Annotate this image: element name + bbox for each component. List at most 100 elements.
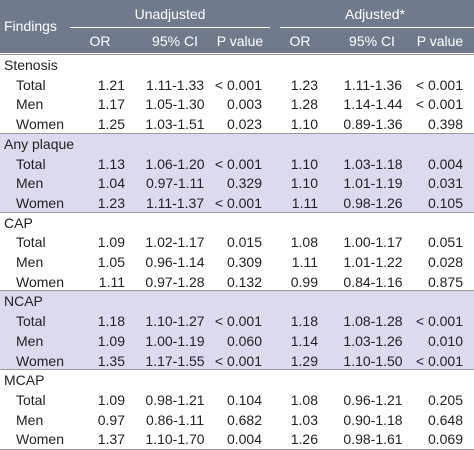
cell: 1.09 xyxy=(97,391,125,408)
cell: < 0.001 xyxy=(214,352,262,369)
cell: 1.10-1.27 xyxy=(145,313,205,330)
cell: 1.09 xyxy=(97,234,125,251)
cell: 1.03-1.18 xyxy=(343,155,403,172)
cell: 0.105 xyxy=(427,194,463,211)
section-title: NCAP xyxy=(4,293,43,310)
cell: 0.97-1.28 xyxy=(145,273,205,290)
cell: 1.23 xyxy=(290,76,318,93)
cell: < 0.001 xyxy=(214,76,262,93)
row-label: Men xyxy=(16,411,44,428)
column-header: 95% CI xyxy=(152,33,198,49)
cell: 1.21 xyxy=(97,76,125,93)
cell: 0.98-1.21 xyxy=(145,391,205,408)
row-label: Women xyxy=(16,273,64,290)
cell: < 0.001 xyxy=(214,155,262,172)
row-label: Men xyxy=(16,96,44,113)
group-label: Unadjusted xyxy=(134,6,206,22)
cell: 1.10 xyxy=(290,175,318,192)
section-rule xyxy=(0,369,474,371)
cell: 0.84-1.16 xyxy=(343,273,403,290)
cell: 1.03-1.26 xyxy=(343,332,403,349)
section-title: CAP xyxy=(4,214,33,231)
cell: 1.05-1.30 xyxy=(145,96,205,113)
row-label: Women xyxy=(16,431,64,448)
cell: 1.01-1.22 xyxy=(343,254,403,270)
cell: 0.329 xyxy=(226,175,262,192)
cell: 0.96-1.21 xyxy=(343,391,403,408)
cell: 0.90-1.18 xyxy=(343,411,403,428)
cell: 1.11-1.36 xyxy=(343,76,403,93)
section-rule xyxy=(0,211,474,213)
cell: 1.00-1.19 xyxy=(145,332,205,349)
cell: 1.00-1.17 xyxy=(343,234,403,251)
cell: 0.682 xyxy=(226,411,262,428)
cell: 0.98-1.61 xyxy=(343,431,403,448)
cell: 1.01-1.19 xyxy=(343,175,403,192)
cell: 1.37 xyxy=(97,431,125,448)
row-label: Men xyxy=(16,175,44,192)
cell: 1.06-1.20 xyxy=(145,155,205,172)
cell: 1.18 xyxy=(290,313,318,330)
row-label: Men xyxy=(16,332,44,349)
cell: 1.28 xyxy=(290,96,318,113)
row-label: Men xyxy=(16,254,44,270)
cell: < 0.001 xyxy=(214,194,262,211)
cell: 0.398 xyxy=(427,116,463,133)
cell: 0.060 xyxy=(226,332,262,349)
section-background xyxy=(0,133,474,213)
cell: < 0.001 xyxy=(415,352,463,369)
cell: 0.010 xyxy=(427,332,463,349)
cell: 1.13 xyxy=(97,155,125,172)
cell: < 0.001 xyxy=(415,313,463,330)
cell: < 0.001 xyxy=(415,76,463,93)
cell: 1.03-1.51 xyxy=(145,116,205,133)
group-rule xyxy=(70,27,270,28)
cell: 1.29 xyxy=(290,352,318,369)
cell: 1.05 xyxy=(97,254,125,270)
section-background xyxy=(0,291,474,371)
cell: 1.10-1.70 xyxy=(145,431,205,448)
cell: 1.03 xyxy=(290,411,318,428)
row-label: Total xyxy=(16,234,46,251)
cell: 1.25 xyxy=(97,116,125,133)
section-title: Stenosis xyxy=(4,57,58,73)
column-header: P value xyxy=(216,33,264,49)
cell: 1.35 xyxy=(97,352,125,369)
cell: 0.132 xyxy=(226,273,262,290)
cell: 1.11 xyxy=(291,254,318,270)
cell: 0.86-1.11 xyxy=(145,411,205,428)
cell: 1.09 xyxy=(97,332,125,349)
cell: 0.89-1.36 xyxy=(343,116,403,133)
cell: 1.11-1.37 xyxy=(145,194,205,211)
cell: 0.97-1.11 xyxy=(145,175,205,192)
cell: 1.10 xyxy=(290,116,318,133)
section-rule xyxy=(0,290,474,292)
cell: 0.98-1.26 xyxy=(343,194,403,211)
cell: 0.309 xyxy=(226,254,262,270)
cell: 0.96-1.14 xyxy=(145,254,205,270)
cell: 1.14-1.44 xyxy=(343,96,403,113)
section-rule xyxy=(0,54,474,55)
cell: < 0.001 xyxy=(214,313,262,330)
cell: 1.23 xyxy=(97,194,125,211)
cell: 1.18 xyxy=(97,313,125,330)
cell: 1.10-1.50 xyxy=(343,352,403,369)
cell: 0.205 xyxy=(427,391,463,408)
cell: 1.17 xyxy=(97,96,125,113)
cell: 0.004 xyxy=(427,155,463,172)
cell: 1.08 xyxy=(290,234,318,251)
row-label: Total xyxy=(16,391,46,408)
cell: < 0.001 xyxy=(415,96,463,113)
column-header: P value xyxy=(416,33,464,49)
group-label: Adjusted* xyxy=(345,6,405,22)
cell: 1.02-1.17 xyxy=(145,234,205,251)
cell: 1.17-1.55 xyxy=(145,352,205,369)
cell: 1.04 xyxy=(97,175,125,192)
cell: 0.028 xyxy=(427,254,463,270)
cell: 1.10 xyxy=(290,155,318,172)
column-header: 95% CI xyxy=(349,33,395,49)
cell: 1.11 xyxy=(291,194,318,211)
row-label: Women xyxy=(16,194,64,211)
section-title: Any plaque xyxy=(4,135,75,152)
